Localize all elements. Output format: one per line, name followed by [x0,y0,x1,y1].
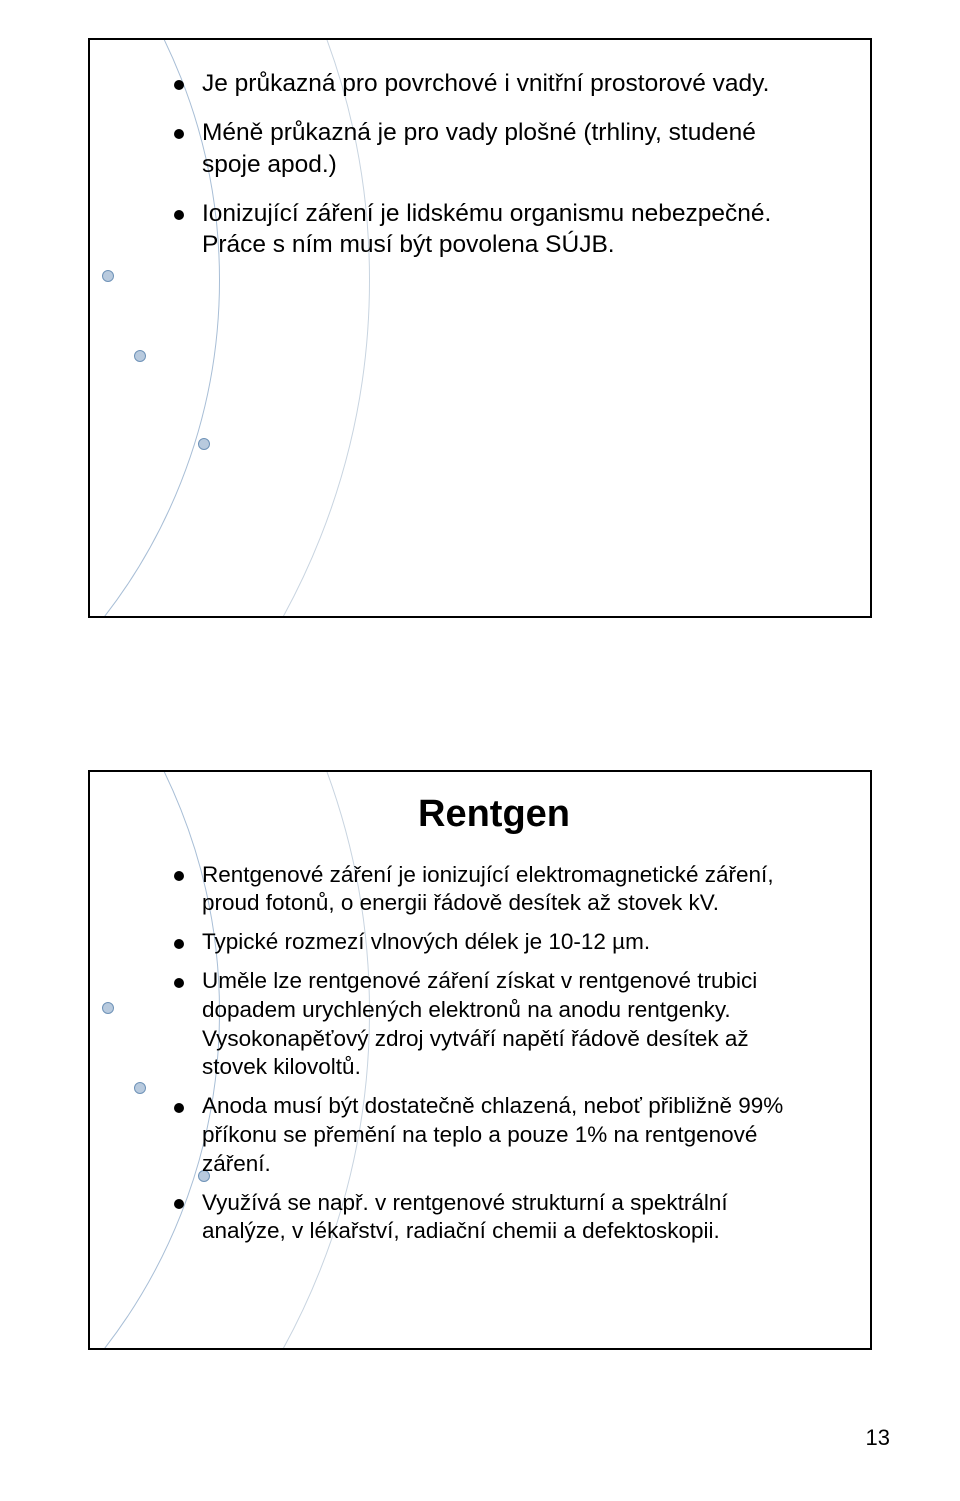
bullet-item: Typické rozmezí vlnových délek je 10-12 … [174,928,814,957]
bullet-item: Využívá se např. v rentgenové strukturní… [174,1189,814,1247]
slide-1-bullets: Je průkazná pro povrchové i vnitřní pros… [174,68,814,261]
slide-2-content: Rentgen Rentgenové záření je ionizující … [90,772,870,1284]
bullet-item: Rentgenové záření je ionizující elektrom… [174,861,814,919]
bullet-item: Méně průkazná je pro vady plošné (trhlin… [174,117,814,180]
page: Je průkazná pro povrchové i vnitřní pros… [0,0,960,1501]
bullet-item: Je průkazná pro povrchové i vnitřní pros… [174,68,814,99]
slide-1: Je průkazná pro povrchové i vnitřní pros… [88,38,872,618]
page-number: 13 [866,1425,890,1451]
slide-1-content: Je průkazná pro povrchové i vnitřní pros… [90,40,870,307]
slide-2: Rentgen Rentgenové záření je ionizující … [88,770,872,1350]
slide-2-title: Rentgen [174,790,814,839]
dot-3 [198,438,210,450]
bullet-item: Anoda musí být dostatečně chlazená, nebo… [174,1092,814,1178]
bullet-item: Ionizující záření je lidskému organismu … [174,198,814,261]
slide-2-bullets: Rentgenové záření je ionizující elektrom… [174,861,814,1247]
bullet-item: Uměle lze rentgenové záření získat v ren… [174,967,814,1082]
dot-2 [134,350,146,362]
